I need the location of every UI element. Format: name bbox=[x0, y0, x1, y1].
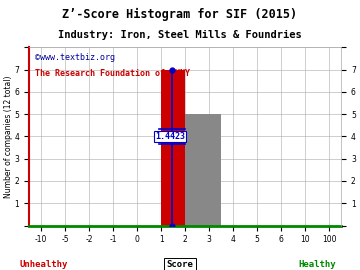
Text: The Research Foundation of SUNY: The Research Foundation of SUNY bbox=[35, 69, 190, 78]
Bar bbox=[161, 70, 185, 225]
Text: Industry: Iron, Steel Mills & Foundries: Industry: Iron, Steel Mills & Foundries bbox=[58, 30, 302, 40]
Text: Score: Score bbox=[167, 260, 193, 269]
Text: ©www.textbiz.org: ©www.textbiz.org bbox=[35, 53, 116, 62]
Text: 1.4423: 1.4423 bbox=[155, 132, 185, 141]
Text: Z’-Score Histogram for SIF (2015): Z’-Score Histogram for SIF (2015) bbox=[62, 8, 298, 21]
Text: Healthy: Healthy bbox=[298, 260, 336, 269]
Text: Unhealthy: Unhealthy bbox=[19, 260, 67, 269]
Y-axis label: Number of companies (12 total): Number of companies (12 total) bbox=[4, 75, 13, 198]
Bar bbox=[185, 114, 221, 225]
